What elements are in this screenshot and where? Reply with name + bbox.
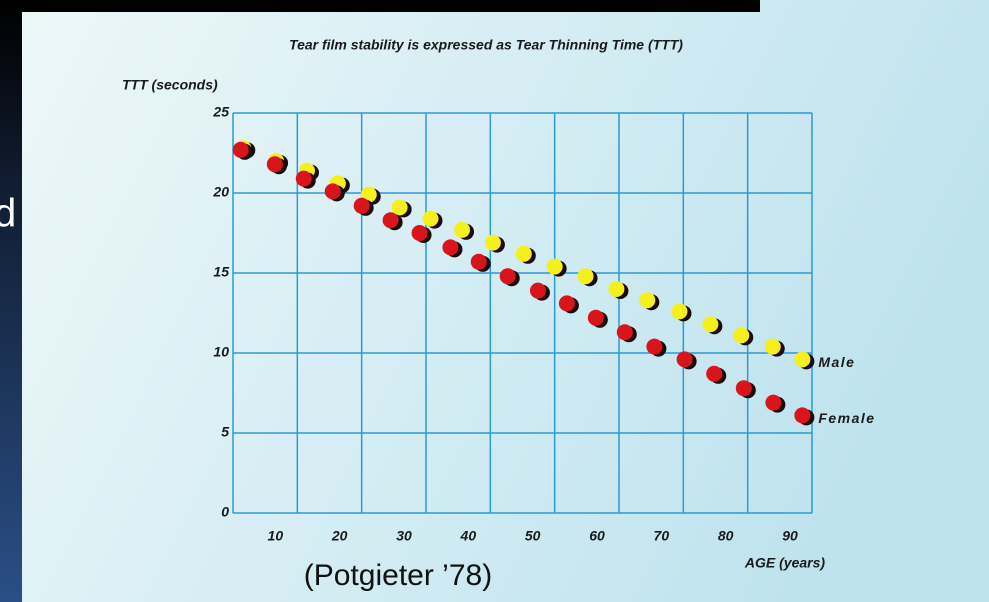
point-dot	[702, 316, 719, 333]
point	[442, 239, 463, 258]
series-label: Female	[818, 410, 875, 426]
point	[295, 170, 316, 189]
y-tick-label: 25	[212, 104, 229, 120]
point-dot	[353, 197, 370, 214]
x-tick-label: 20	[331, 528, 348, 544]
point	[353, 197, 374, 216]
point	[529, 282, 550, 301]
point	[546, 258, 567, 277]
point-dot	[608, 281, 625, 297]
point-dot	[735, 380, 752, 397]
point-dot	[411, 225, 428, 241]
point	[422, 210, 443, 229]
point-dot	[382, 212, 399, 229]
point-dot	[616, 324, 633, 341]
point-dot	[794, 351, 811, 368]
point-dot	[676, 351, 693, 368]
point	[733, 327, 754, 346]
point	[484, 234, 505, 253]
y-tick-label: 10	[213, 344, 229, 360]
x-tick-label: 80	[718, 528, 734, 544]
y-tick-label: 20	[212, 184, 229, 200]
chart-title: Tear film stability is expressed as Tear…	[289, 37, 683, 53]
point-dot	[706, 365, 723, 382]
point	[232, 141, 253, 160]
x-tick-label: 70	[654, 528, 670, 544]
point-dot	[529, 282, 546, 299]
point-dot	[733, 327, 750, 344]
point	[616, 324, 637, 343]
point	[735, 380, 756, 399]
point-dot	[558, 295, 575, 312]
point	[794, 407, 815, 426]
top-band	[0, 0, 760, 12]
point	[454, 221, 475, 240]
point-dot	[794, 407, 811, 424]
point	[702, 316, 723, 335]
point-dot	[324, 183, 341, 200]
y-tick-label: 0	[221, 504, 229, 520]
point-dot	[442, 239, 459, 256]
x-tick-label: 40	[460, 528, 477, 544]
point	[706, 365, 727, 384]
x-tick-label: 30	[396, 528, 412, 544]
point	[587, 309, 608, 328]
x-tick-label: 10	[268, 528, 284, 544]
point	[577, 268, 598, 287]
point	[671, 303, 692, 322]
point	[266, 156, 287, 175]
point-dot	[639, 292, 656, 309]
point-dot	[764, 338, 781, 355]
point	[608, 281, 629, 299]
side-band	[0, 0, 22, 602]
point	[499, 268, 520, 287]
point-dot	[499, 268, 516, 285]
y-axis-label: TTT (seconds)	[122, 77, 218, 93]
x-tick-label: 60	[589, 528, 605, 544]
point	[391, 199, 412, 218]
source-note: (Potgieter ’78)	[304, 559, 492, 592]
point-dot	[295, 170, 312, 187]
point-dot	[765, 394, 782, 411]
point	[515, 245, 536, 264]
point	[639, 292, 660, 311]
x-axis-label: AGE (years)	[744, 555, 825, 571]
point-dot	[454, 221, 471, 238]
point-dot	[546, 258, 563, 275]
point-dot	[646, 338, 663, 355]
point	[470, 253, 491, 272]
point	[676, 351, 697, 370]
x-tick-label: 90	[782, 528, 798, 544]
point-dot	[577, 268, 594, 285]
point	[324, 183, 345, 202]
point-dot	[587, 309, 604, 326]
point-dot	[484, 234, 501, 251]
point-dot	[515, 245, 532, 262]
y-tick-label: 15	[213, 264, 229, 280]
point-dot	[391, 199, 408, 216]
point-dot	[232, 141, 249, 158]
point	[558, 295, 579, 314]
point-dot	[422, 210, 439, 227]
point-dot	[671, 303, 688, 320]
slide-text: d	[0, 192, 16, 236]
point	[764, 338, 785, 357]
point	[765, 394, 786, 413]
point	[411, 225, 432, 243]
series-label: Male	[818, 354, 855, 370]
point	[646, 338, 667, 357]
point-dot	[470, 253, 487, 270]
x-tick-label: 50	[525, 528, 541, 544]
point	[794, 351, 815, 370]
point-dot	[266, 156, 283, 173]
y-tick-label: 5	[221, 424, 229, 440]
point	[382, 212, 403, 231]
